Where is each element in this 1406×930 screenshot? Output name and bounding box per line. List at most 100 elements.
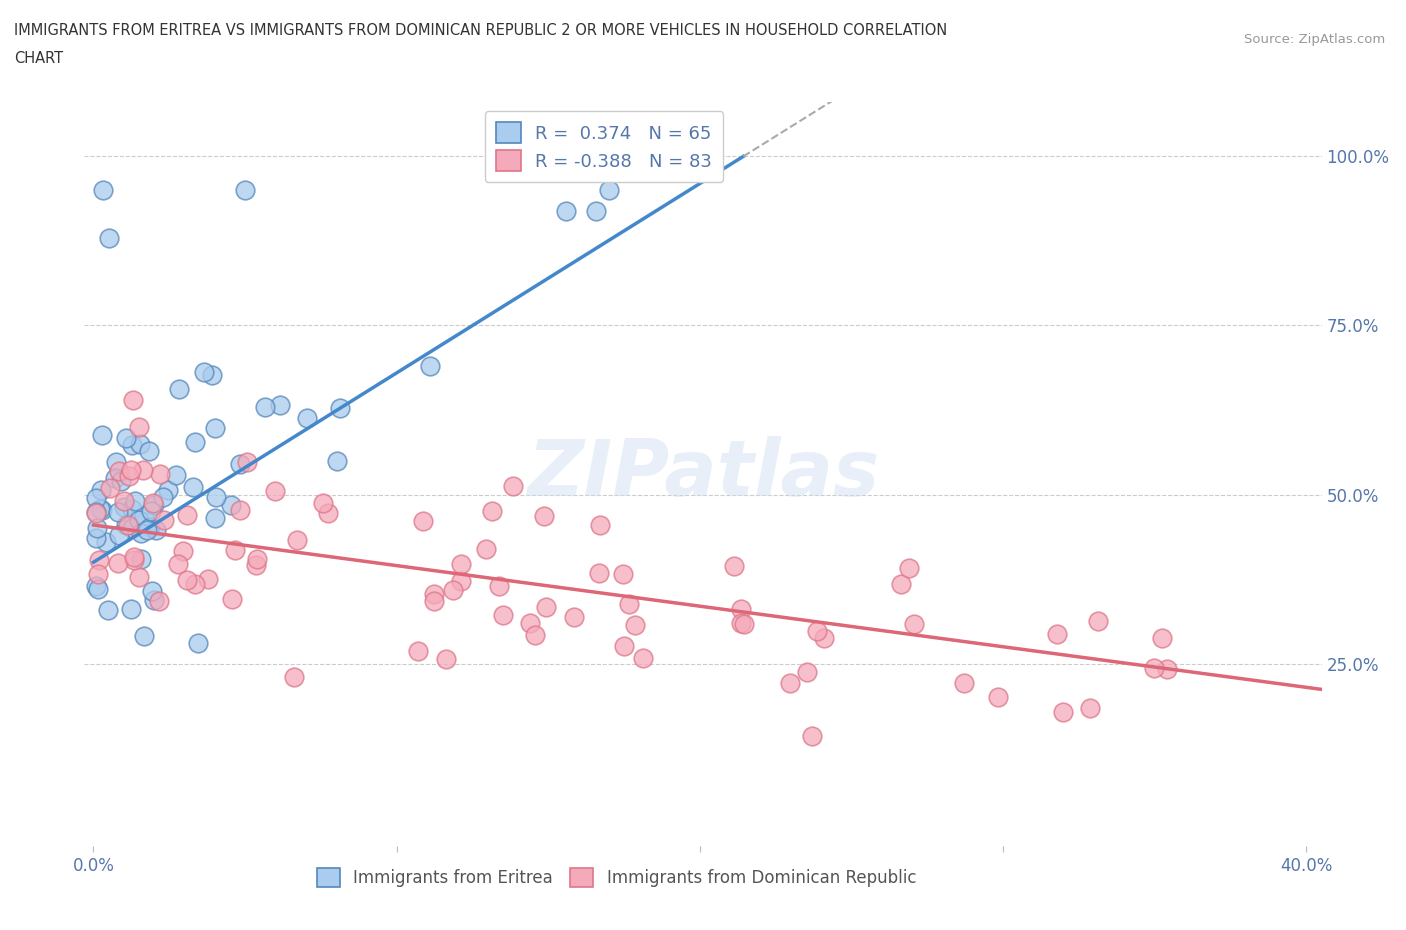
Point [1143, 661, 1166, 676]
Point [554, 203, 576, 218]
Point [138, 444, 160, 458]
Point [233, 183, 256, 198]
Point [624, 618, 647, 632]
Point [890, 577, 912, 591]
Point [450, 574, 472, 589]
Point [197, 572, 219, 587]
Point [183, 480, 205, 495]
Point [205, 489, 228, 504]
Point [1156, 661, 1178, 676]
Point [533, 509, 555, 524]
Point [97, 603, 120, 618]
Point [132, 508, 155, 523]
Point [86, 505, 108, 520]
Point [423, 587, 446, 602]
Point [562, 609, 585, 624]
Point [176, 508, 198, 523]
Point [779, 675, 801, 690]
Point [107, 556, 129, 571]
Point [204, 511, 226, 525]
Point [115, 431, 138, 445]
Point [492, 608, 515, 623]
Point [450, 556, 472, 571]
Point [246, 551, 269, 566]
Text: ZIPatlas: ZIPatlas [527, 436, 879, 512]
Point [135, 523, 157, 538]
Point [121, 501, 143, 516]
Point [142, 498, 165, 512]
Point [588, 565, 610, 580]
Point [176, 573, 198, 588]
Point [86, 521, 108, 536]
Point [502, 479, 524, 494]
Point [105, 455, 128, 470]
Point [152, 490, 174, 505]
Point [87, 552, 110, 567]
Point [1087, 614, 1109, 629]
Point [221, 498, 243, 512]
Point [204, 420, 226, 435]
Point [89, 502, 111, 517]
Point [730, 601, 752, 616]
Point [97, 230, 120, 245]
Point [132, 629, 155, 644]
Point [165, 468, 187, 483]
Point [228, 503, 250, 518]
Point [229, 456, 252, 471]
Point [236, 455, 259, 470]
Point [1150, 631, 1173, 645]
Point [139, 520, 162, 535]
Point [1052, 705, 1074, 720]
Point [312, 496, 335, 511]
Point [221, 591, 243, 606]
Point [184, 577, 207, 591]
Point [112, 493, 135, 508]
Point [406, 644, 429, 658]
Text: CHART: CHART [14, 51, 63, 66]
Point [524, 628, 547, 643]
Point [129, 436, 152, 451]
Point [481, 503, 503, 518]
Point [128, 419, 150, 434]
Point [329, 400, 352, 415]
Point [263, 484, 285, 498]
Point [120, 463, 142, 478]
Point [224, 543, 246, 558]
Point [129, 525, 152, 540]
Point [723, 559, 745, 574]
Point [145, 523, 167, 538]
Point [122, 553, 145, 568]
Point [813, 631, 835, 646]
Point [434, 651, 457, 666]
Point [283, 670, 305, 684]
Point [86, 579, 108, 594]
Point [187, 636, 209, 651]
Point [108, 464, 131, 479]
Point [86, 566, 108, 581]
Point [142, 496, 165, 511]
Point [107, 528, 129, 543]
Point [475, 541, 498, 556]
Point [201, 367, 224, 382]
Point [589, 517, 612, 532]
Point [142, 593, 165, 608]
Point [245, 558, 267, 573]
Point [128, 513, 150, 528]
Point [167, 382, 190, 397]
Point [121, 521, 143, 536]
Point [326, 454, 349, 469]
Point [103, 471, 125, 485]
Point [122, 550, 145, 565]
Point [117, 518, 139, 533]
Point [98, 480, 121, 495]
Point [115, 517, 138, 532]
Point [91, 183, 114, 198]
Point [90, 483, 112, 498]
Point [118, 469, 141, 484]
Point [110, 473, 132, 488]
Point [1045, 626, 1067, 641]
Point [157, 483, 180, 498]
Point [422, 593, 444, 608]
Point [633, 651, 655, 666]
Point [129, 551, 152, 566]
